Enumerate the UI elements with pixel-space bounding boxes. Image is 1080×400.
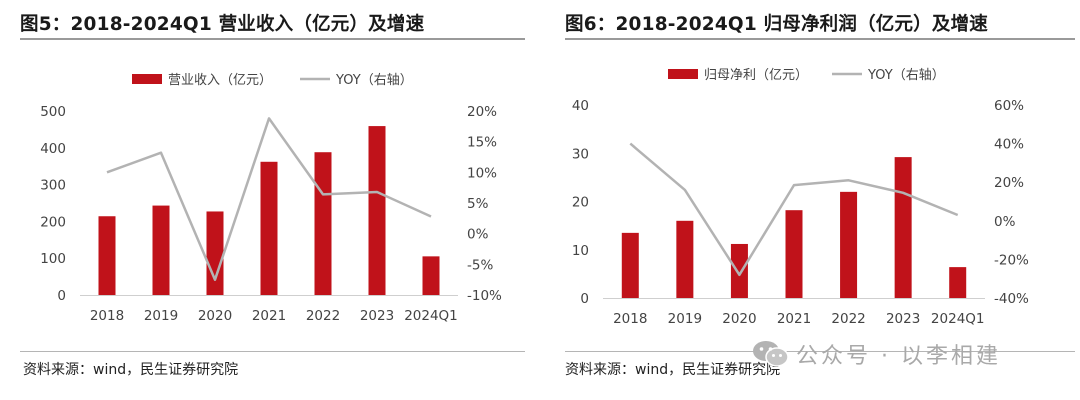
bar-2019 bbox=[152, 205, 170, 295]
y-right-tick-label: -10% bbox=[467, 288, 502, 304]
x-tick-label: 2024Q1 bbox=[931, 311, 985, 327]
x-tick-label: 2021 bbox=[777, 311, 811, 327]
x-tick-label: 2023 bbox=[886, 311, 920, 327]
y-right-tick-label: 20% bbox=[467, 104, 497, 120]
wechat-icon bbox=[753, 341, 789, 367]
y-right-tick-label: -20% bbox=[994, 252, 1029, 268]
y-right-tick-label: 40% bbox=[994, 137, 1024, 153]
x-tick-label: 2022 bbox=[831, 311, 865, 327]
bar-2020 bbox=[206, 211, 224, 295]
y-right-tick-label: 0% bbox=[994, 214, 1016, 230]
y-left-tick-label: 0 bbox=[580, 291, 589, 307]
figure-title: 图6：2018-2024Q1 归母净利润（亿元）及增速 bbox=[565, 14, 988, 35]
legend-label-line: YOY（右轴） bbox=[867, 68, 945, 83]
y-right-tick-label: 20% bbox=[994, 175, 1024, 191]
bar-2020 bbox=[730, 243, 748, 298]
x-tick-label: 2019 bbox=[668, 311, 702, 327]
y-left-tick-label: 400 bbox=[40, 141, 66, 157]
source-note: 资料来源：wind，民生证券研究院 bbox=[23, 362, 239, 378]
x-tick-label: 2021 bbox=[252, 308, 286, 324]
x-tick-label: 2019 bbox=[144, 308, 178, 324]
bar-2024q1 bbox=[422, 256, 440, 295]
x-tick-label: 2018 bbox=[90, 308, 124, 324]
bar-2023 bbox=[368, 126, 386, 295]
bar-2023 bbox=[894, 157, 912, 298]
revenue-chart: 营业收入（亿元） YOY（右轴） 0 100 200 300 400 500 -10% -5% 0%… bbox=[40, 73, 502, 324]
y-left-tick-label: 100 bbox=[40, 251, 66, 267]
x-tick-label: 2018 bbox=[613, 311, 647, 327]
y-left-tick-label: 10 bbox=[572, 243, 589, 259]
y-left-tick-label: 30 bbox=[572, 146, 589, 162]
bar-2022 bbox=[314, 152, 332, 295]
net-profit-chart: 归母净利（亿元） YOY（右轴） 0 10 20 30 40 -40% -20% 0% 20% 40%… bbox=[572, 68, 1029, 327]
title-divider bbox=[20, 38, 525, 40]
y-left-tick-label: 200 bbox=[40, 214, 66, 230]
bar-2018 bbox=[621, 232, 639, 298]
y-left-tick-label: 20 bbox=[572, 195, 589, 211]
bar-2019 bbox=[676, 220, 694, 298]
y-left-tick-label: 500 bbox=[40, 104, 66, 120]
y-left-tick-label: 40 bbox=[572, 98, 589, 114]
bar-2018 bbox=[98, 216, 116, 295]
y-right-tick-label: 10% bbox=[467, 165, 497, 181]
source-divider bbox=[565, 351, 1075, 352]
net-profit-panel: 图6：2018-2024Q1 归母净利润（亿元）及增速 归母净利（亿元） YOY（… bbox=[548, 0, 1080, 400]
source-divider bbox=[20, 351, 525, 352]
bar-2024q1 bbox=[949, 267, 967, 298]
y-right-tick-label: -5% bbox=[467, 257, 493, 273]
y-right-tick-label: 60% bbox=[994, 98, 1024, 114]
y-right-tick-label: 5% bbox=[467, 196, 489, 212]
legend-label-line: YOY（右轴） bbox=[335, 73, 413, 88]
legend-bar-swatch bbox=[668, 69, 698, 79]
x-tick-label: 2024Q1 bbox=[404, 308, 458, 324]
x-tick-label: 2020 bbox=[198, 308, 232, 324]
y-left-tick-label: 300 bbox=[40, 178, 66, 194]
legend-bar-swatch bbox=[132, 74, 162, 84]
revenue-panel: 图5：2018-2024Q1 营业收入（亿元）及增速 营业收入（亿元） YOY（右… bbox=[0, 0, 530, 400]
x-tick-label: 2022 bbox=[306, 308, 340, 324]
legend-label-bar: 归母净利（亿元） bbox=[704, 68, 808, 83]
y-right-tick-label: 0% bbox=[467, 227, 489, 243]
title-divider bbox=[565, 38, 1075, 40]
source-note: 资料来源：wind，民生证券研究院 bbox=[565, 362, 781, 378]
watermark-text: 公众号 · 以李相建 bbox=[796, 344, 1001, 369]
bar-2021 bbox=[260, 161, 278, 295]
y-right-tick-label: 15% bbox=[467, 135, 497, 151]
bar-2022 bbox=[840, 191, 858, 298]
y-left-tick-label: 0 bbox=[57, 288, 66, 304]
bar-2021 bbox=[785, 210, 803, 298]
y-right-tick-label: -40% bbox=[994, 291, 1029, 307]
x-tick-label: 2023 bbox=[360, 308, 394, 324]
x-tick-label: 2020 bbox=[722, 311, 756, 327]
figure-title: 图5：2018-2024Q1 营业收入（亿元）及增速 bbox=[20, 14, 425, 35]
legend-label-bar: 营业收入（亿元） bbox=[168, 73, 272, 88]
